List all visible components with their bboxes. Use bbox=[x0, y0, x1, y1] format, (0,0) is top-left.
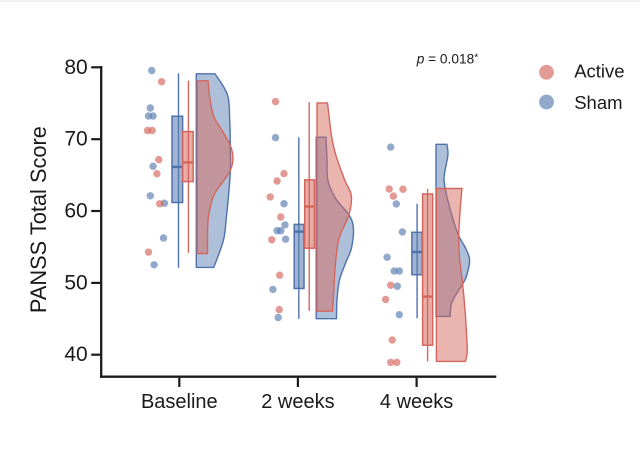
svg-text:80: 80 bbox=[64, 56, 87, 79]
svg-text:4 weeks: 4 weeks bbox=[380, 391, 453, 413]
svg-text:60: 60 bbox=[64, 200, 87, 223]
svg-text:PANSS Total Score: PANSS Total Score bbox=[26, 126, 51, 313]
svg-text:2 weeks: 2 weeks bbox=[261, 391, 334, 413]
svg-text:50: 50 bbox=[64, 271, 87, 294]
svg-text:Active: Active bbox=[574, 60, 624, 81]
svg-text:40: 40 bbox=[64, 343, 87, 366]
svg-text:Sham: Sham bbox=[574, 92, 622, 113]
svg-text:p = 0.018*: p = 0.018* bbox=[416, 51, 479, 66]
svg-text:70: 70 bbox=[64, 128, 87, 151]
svg-text:Baseline: Baseline bbox=[141, 391, 218, 413]
